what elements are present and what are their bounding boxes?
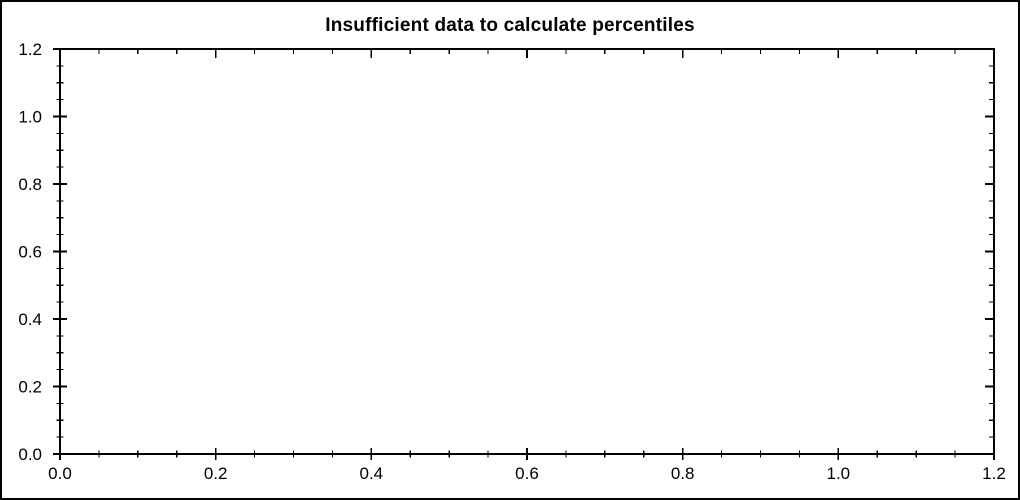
y-tick-label: 1.0 bbox=[18, 108, 42, 127]
x-tick-label: 1.0 bbox=[827, 464, 851, 483]
x-tick-label: 0.0 bbox=[48, 464, 72, 483]
y-tick-label: 0.6 bbox=[18, 243, 42, 262]
x-tick-label: 0.2 bbox=[204, 464, 228, 483]
x-tick-label: 1.2 bbox=[982, 464, 1006, 483]
x-tick-label: 0.4 bbox=[360, 464, 384, 483]
y-tick-label: 1.2 bbox=[18, 40, 42, 59]
plot-border bbox=[59, 48, 995, 455]
x-tick-label: 0.6 bbox=[515, 464, 539, 483]
x-tick-label: 0.8 bbox=[671, 464, 695, 483]
y-tick-label: 0.4 bbox=[18, 310, 42, 329]
y-tick-label: 0.2 bbox=[18, 378, 42, 397]
y-tick-label: 0.8 bbox=[18, 175, 42, 194]
y-tick-label: 0.0 bbox=[18, 445, 42, 464]
chart-title: Insufficient data to calculate percentil… bbox=[325, 15, 695, 36]
